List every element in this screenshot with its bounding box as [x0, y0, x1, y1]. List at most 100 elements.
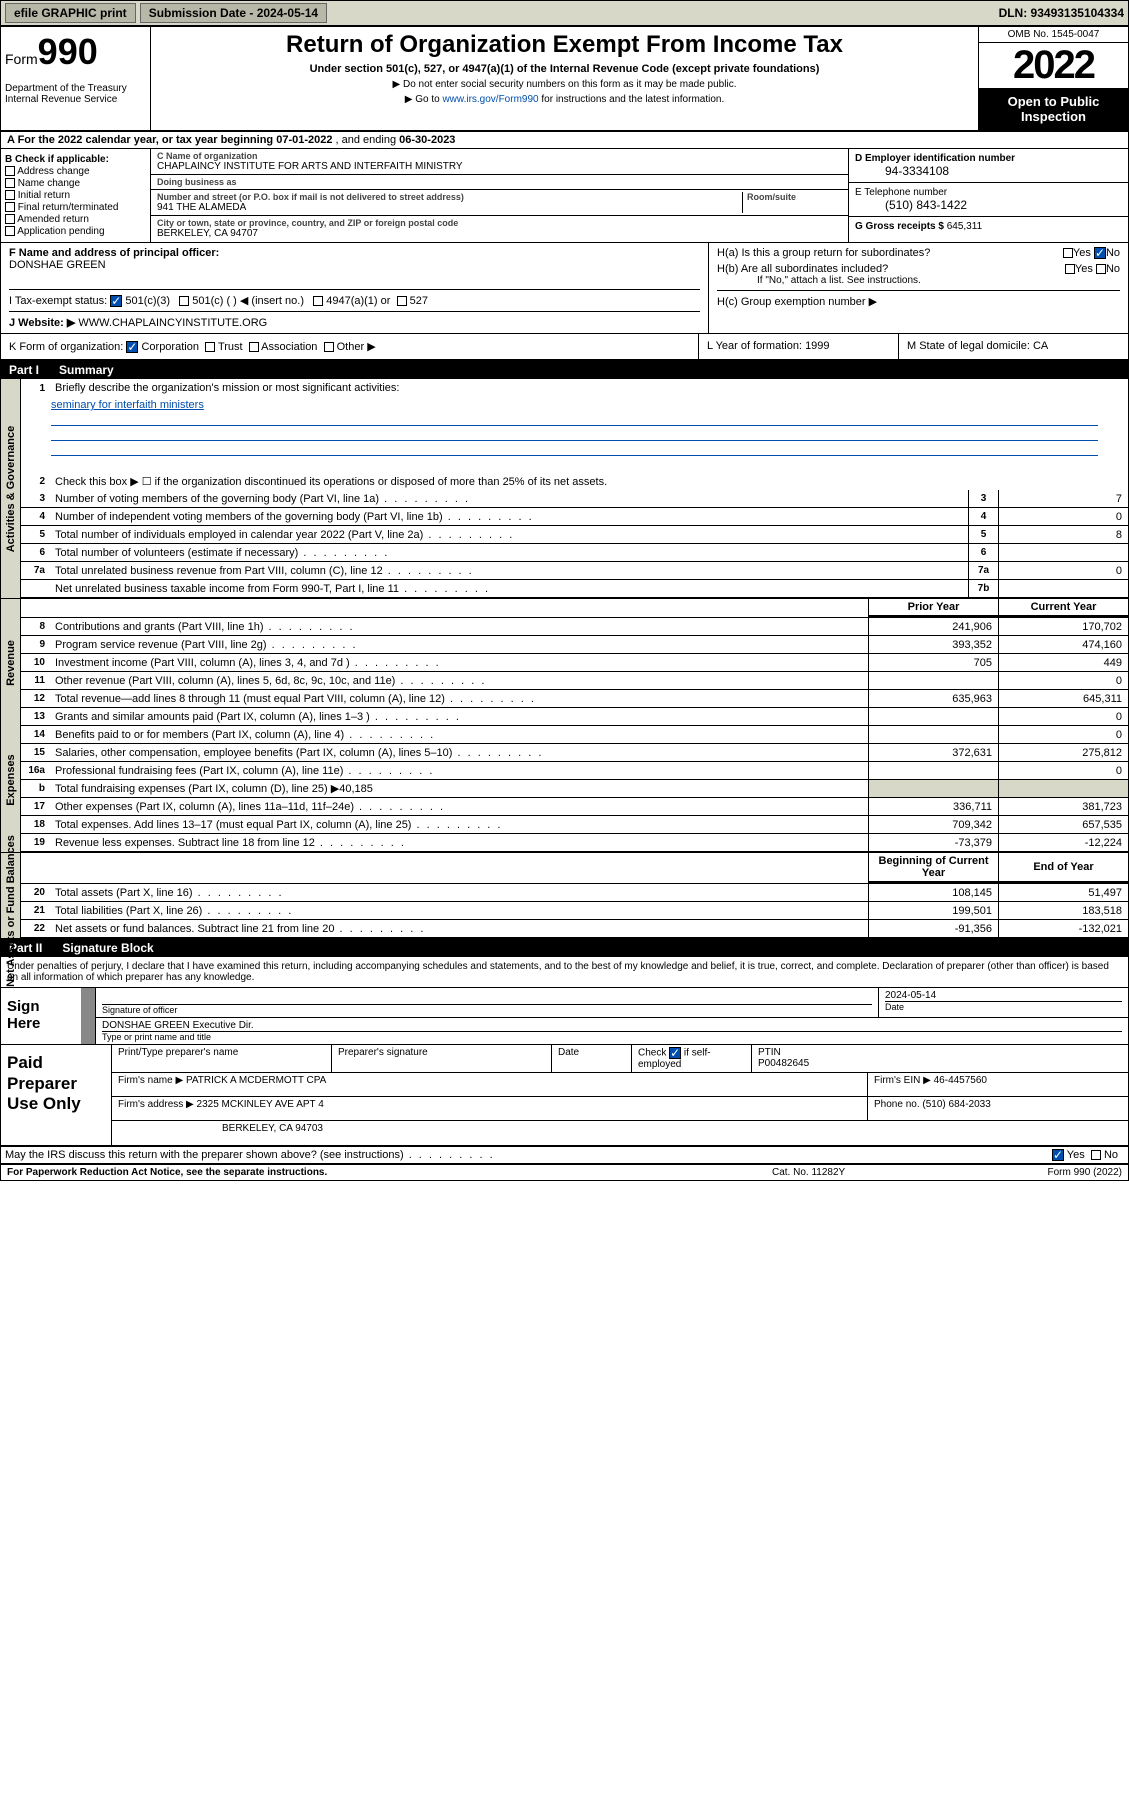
preparer-date-header: Date — [552, 1045, 632, 1072]
q1-text: Briefly describe the organization's miss… — [51, 380, 1128, 396]
cb-application-pending[interactable]: Application pending — [5, 226, 146, 237]
prior-value: -91,356 — [868, 920, 998, 937]
cb-527[interactable] — [397, 296, 407, 306]
col-de: D Employer identification number 94-3334… — [848, 149, 1128, 242]
curr-value: 0 — [998, 762, 1128, 779]
vlabel-expenses: Expenses — [1, 708, 21, 852]
line-text: Net assets or fund balances. Subtract li… — [51, 921, 868, 937]
firm-name-value: PATRICK A MCDERMOTT CPA — [186, 1075, 326, 1086]
cb-discuss-no[interactable] — [1091, 1150, 1101, 1160]
col-b-checkboxes: B Check if applicable: Address change Na… — [1, 149, 151, 242]
signature-intro: Under penalties of perjury, I declare th… — [1, 957, 1128, 988]
prior-value: 705 — [868, 654, 998, 671]
part1-header: Part ISummary — [1, 361, 1128, 379]
street-value: 941 THE ALAMEDA — [157, 202, 742, 213]
curr-value: 474,160 — [998, 636, 1128, 653]
part2-header: Part IISignature Block — [1, 939, 1128, 957]
cb-association[interactable] — [249, 342, 259, 352]
prior-value — [868, 726, 998, 743]
curr-value: -12,224 — [998, 834, 1128, 851]
website-label: J Website: ▶ — [9, 317, 75, 329]
line-text: Revenue less expenses. Subtract line 18 … — [51, 835, 868, 851]
submission-date-button[interactable]: Submission Date - 2024-05-14 — [140, 3, 327, 23]
line-text: Program service revenue (Part VIII, line… — [51, 637, 868, 653]
prior-value: 199,501 — [868, 902, 998, 919]
curr-value: 275,812 — [998, 744, 1128, 761]
footer-left: For Paperwork Reduction Act Notice, see … — [7, 1167, 772, 1178]
prior-value: 241,906 — [868, 618, 998, 635]
cb-amended-return[interactable]: Amended return — [5, 214, 146, 225]
line-value: 0 — [998, 508, 1128, 525]
prior-value — [868, 672, 998, 689]
top-toolbar: efile GRAPHIC print Submission Date - 20… — [0, 0, 1129, 26]
org-name-label: C Name of organization — [157, 151, 842, 161]
curr-value: 657,535 — [998, 816, 1128, 833]
cb-address-change[interactable]: Address change — [5, 166, 146, 177]
line-text: Number of independent voting members of … — [51, 509, 968, 525]
phone-label: E Telephone number — [855, 187, 1122, 198]
tax-exempt-label: I Tax-exempt status: — [9, 295, 107, 307]
cb-hb-no[interactable] — [1096, 264, 1106, 274]
vlabel-net: Net Assets or Fund Balances — [1, 884, 21, 938]
line-box: 5 — [968, 526, 998, 543]
cb-name-change[interactable]: Name change — [5, 178, 146, 189]
line-text: Net unrelated business taxable income fr… — [51, 581, 968, 597]
cb-ha-no[interactable] — [1094, 247, 1106, 259]
sig-date-value: 2024-05-14 — [885, 990, 1122, 1001]
cb-501c3[interactable] — [110, 295, 122, 307]
cb-other[interactable] — [324, 342, 334, 352]
line-value — [998, 544, 1128, 561]
line-text: Professional fundraising fees (Part IX, … — [51, 763, 868, 779]
cb-trust[interactable] — [205, 342, 215, 352]
firm-addr1: 2325 MCKINLEY AVE APT 4 — [197, 1099, 324, 1110]
firm-ein-value: 46-4457560 — [934, 1075, 987, 1086]
self-employed-cell: Check if self-employed — [632, 1045, 752, 1072]
efile-button[interactable]: efile GRAPHIC print — [5, 3, 136, 23]
cb-hb-yes[interactable] — [1065, 264, 1075, 274]
col-end-header: End of Year — [998, 853, 1128, 883]
year-formation-value: 1999 — [805, 340, 829, 352]
arrow-icon — [81, 988, 95, 1044]
curr-value: 0 — [998, 708, 1128, 725]
phone-value: (510) 843-1422 — [855, 198, 1122, 212]
paid-preparer-label: Paid Preparer Use Only — [1, 1045, 111, 1145]
cb-discuss-yes[interactable] — [1052, 1149, 1064, 1161]
cb-4947[interactable] — [313, 296, 323, 306]
footer-catno: Cat. No. 11282Y — [772, 1167, 972, 1178]
firm-addr2: BERKELEY, CA 94703 — [112, 1121, 1128, 1145]
cb-final-return[interactable]: Final return/terminated — [5, 202, 146, 213]
line-text: Other expenses (Part IX, column (A), lin… — [51, 799, 868, 815]
cb-initial-return[interactable]: Initial return — [5, 190, 146, 201]
hb-label: H(b) Are all subordinates included? — [717, 263, 888, 275]
line-value: 0 — [998, 562, 1128, 579]
gross-value: 645,311 — [947, 221, 982, 232]
irs-link[interactable]: www.irs.gov/Form990 — [442, 94, 538, 105]
cb-501c[interactable] — [179, 296, 189, 306]
firm-name-label: Firm's name ▶ — [118, 1075, 183, 1086]
vlabel-revenue: Revenue — [1, 618, 21, 708]
line-box: 3 — [968, 490, 998, 507]
line-text: Benefits paid to or for members (Part IX… — [51, 727, 868, 743]
domicile-value: CA — [1033, 340, 1048, 352]
note-link: ▶ Go to www.irs.gov/Form990 for instruct… — [159, 94, 970, 105]
omb-number: OMB No. 1545-0047 — [979, 27, 1128, 43]
prior-value: 393,352 — [868, 636, 998, 653]
prior-value — [868, 708, 998, 725]
ha-label: H(a) Is this a group return for subordin… — [717, 247, 930, 259]
dba-label: Doing business as — [157, 177, 842, 187]
city-label: City or town, state or province, country… — [157, 218, 842, 228]
line-box: 6 — [968, 544, 998, 561]
cb-self-employed[interactable] — [669, 1047, 681, 1059]
line16b-curr-shade — [998, 780, 1128, 797]
prior-value: 635,963 — [868, 690, 998, 707]
room-label: Room/suite — [747, 192, 842, 202]
line-text: Grants and similar amounts paid (Part IX… — [51, 709, 868, 725]
curr-value: -132,021 — [998, 920, 1128, 937]
discuss-text: May the IRS discuss this return with the… — [5, 1149, 495, 1161]
line-text: Investment income (Part VIII, column (A)… — [51, 655, 868, 671]
cb-corporation[interactable] — [126, 341, 138, 353]
line16b-text: Total fundraising expenses (Part IX, col… — [55, 783, 339, 795]
cb-ha-yes[interactable] — [1063, 248, 1073, 258]
firm-addr-label: Firm's address ▶ — [118, 1099, 194, 1110]
firm-ein-label: Firm's EIN ▶ — [874, 1075, 931, 1086]
